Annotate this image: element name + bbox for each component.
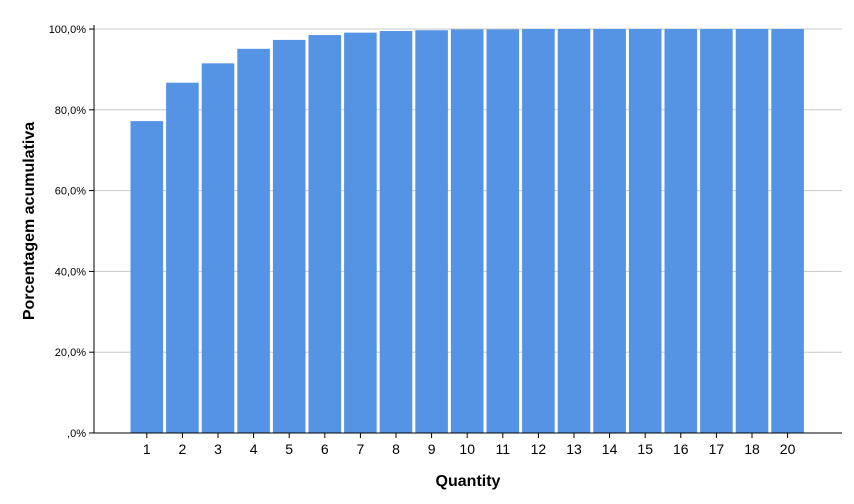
y-tick-label: 60,0% xyxy=(55,186,86,198)
x-tick-label: 17 xyxy=(709,441,725,457)
x-tick-label: 13 xyxy=(566,441,582,457)
x-tick-label: 6 xyxy=(321,441,329,457)
x-tick-label: 9 xyxy=(428,441,436,457)
bar-4 xyxy=(237,48,270,434)
x-tick-label: 3 xyxy=(214,441,222,457)
x-tick-label: 16 xyxy=(673,441,689,457)
y-tick-label: 100,0% xyxy=(49,24,87,36)
bar-6 xyxy=(308,35,342,434)
x-tick-label: 18 xyxy=(744,441,760,457)
bar-13 xyxy=(557,29,591,433)
bar-3 xyxy=(201,63,235,434)
x-tick-label: 5 xyxy=(285,441,293,457)
bar-18 xyxy=(735,29,769,433)
bar-17 xyxy=(700,29,733,433)
bar-8 xyxy=(379,31,413,434)
bar-2 xyxy=(166,82,199,434)
x-tick-label: 1 xyxy=(143,441,151,457)
bar-7 xyxy=(344,32,377,434)
axes xyxy=(93,25,842,434)
bars xyxy=(130,29,804,434)
x-tick-label: 15 xyxy=(637,441,653,457)
bar-12 xyxy=(522,29,555,433)
bar-1 xyxy=(130,121,164,433)
x-tick-label: 11 xyxy=(496,441,511,457)
x-tick-labels: 1 2 3 4 5 6 7 8 9 10 11 12 13 14 15 16 17 18 20 xyxy=(143,433,796,457)
x-tick-label: 4 xyxy=(250,441,258,457)
y-tick-label: ,0% xyxy=(67,428,86,440)
y-tick-labels: ,0% 20,0% 40,0% 60,0% 80,0% 100,0% xyxy=(49,24,94,440)
bar-16 xyxy=(664,29,698,433)
y-tick-label: 20,0% xyxy=(55,347,86,359)
x-tick-label: 7 xyxy=(357,441,365,457)
bar-10 xyxy=(450,29,484,434)
x-tick-label: 14 xyxy=(602,441,618,457)
bar-14 xyxy=(593,29,626,433)
bar-9 xyxy=(415,30,448,433)
x-tick-label: 12 xyxy=(531,441,547,457)
x-tick-label: 10 xyxy=(459,441,475,457)
y-tick-label: 80,0% xyxy=(55,105,86,117)
bar-5 xyxy=(272,39,306,434)
bar-15 xyxy=(628,29,662,433)
y-axis-title: Porcentagem acumulativa xyxy=(21,122,38,320)
bar-20 xyxy=(771,29,804,433)
y-tick-label: 40,0% xyxy=(55,266,86,278)
x-tick-label: 8 xyxy=(392,441,400,457)
x-axis-title: Quantity xyxy=(436,473,501,490)
x-tick-label: 2 xyxy=(179,441,187,457)
bar-11 xyxy=(486,29,520,434)
x-tick-label: 20 xyxy=(780,441,796,457)
